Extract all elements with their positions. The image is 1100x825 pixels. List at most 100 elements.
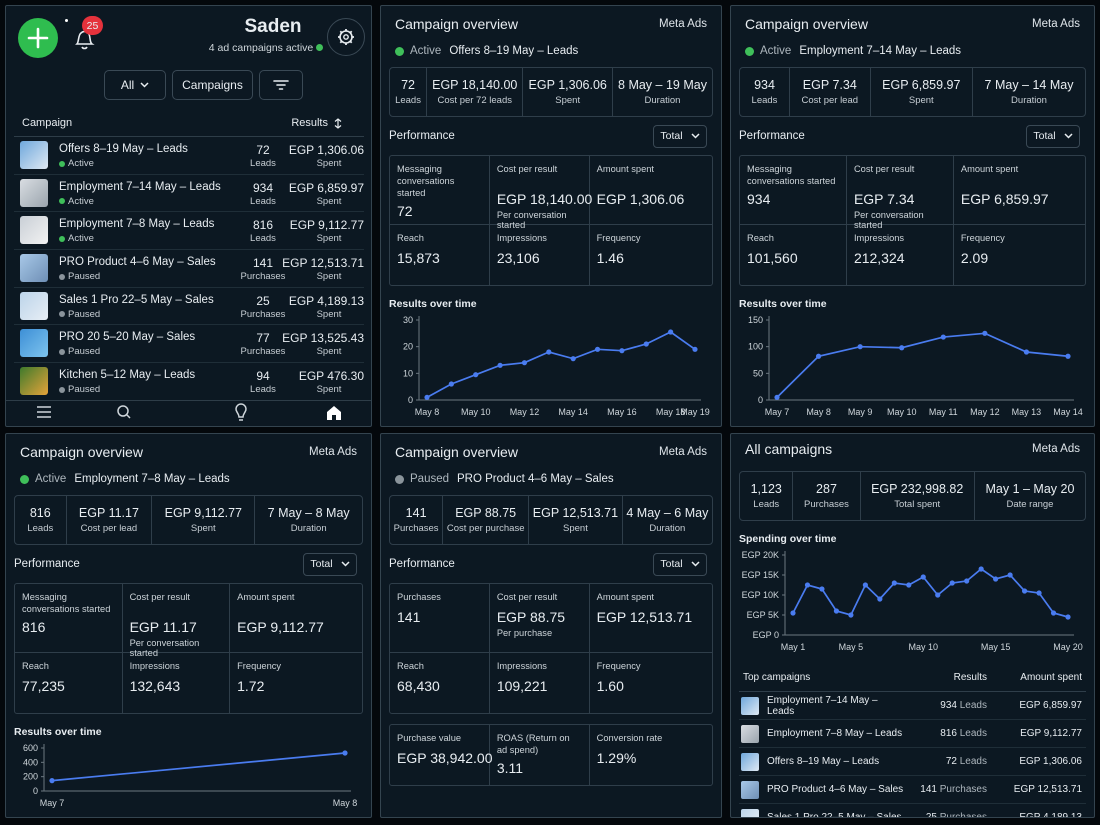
total-dropdown[interactable]: Total	[303, 552, 357, 576]
result-value: 25	[256, 293, 270, 308]
campaign-row[interactable]: Employment 7–8 May – Leads Active 816 Leads…	[14, 212, 364, 251]
summary-cell: 141 Purchases	[390, 496, 444, 544]
chevron-icon	[1064, 133, 1073, 139]
campaign-row[interactable]: PRO 20 5–20 May – Sales Paused 77 Purchases…	[14, 325, 364, 364]
search-icon[interactable]	[117, 405, 129, 417]
campaign-overview-panel: Campaign overview Meta Ads Active Employmen…	[5, 433, 372, 818]
x-tick-label: May 7	[40, 798, 65, 808]
total-dropdown[interactable]: Total	[653, 552, 707, 576]
metric-cell: Impressions 109,221	[490, 653, 590, 713]
summary-value: 816	[29, 506, 51, 520]
point	[993, 576, 999, 582]
campaign-name: Employment 7–8 May – Leads	[767, 728, 903, 739]
status-dot	[395, 46, 404, 56]
metric-value: EGP 18,140.00	[496, 191, 593, 207]
filter-all[interactable]: All	[104, 70, 166, 100]
summary-cell: EGP 12,513.71 Spent	[529, 496, 623, 544]
summary-label: Duration	[290, 523, 327, 534]
table-row[interactable]: Employment 7–14 May – Leads 934 Leads EGP …	[739, 692, 1086, 720]
metric-note: Per conversation started	[129, 638, 200, 658]
result-value: 94	[256, 369, 270, 384]
summary-label: Duration	[649, 523, 686, 534]
gear-icon	[338, 29, 354, 45]
metric-cell: Messaging conversations started 934	[740, 156, 847, 224]
point	[546, 349, 552, 355]
menu-icon[interactable]	[37, 406, 51, 418]
chart: 0 50 100 150 May 7 May 8 May 9 May 10 May 11 May …	[739, 312, 1086, 422]
metrics-grid: Messaging conversations started 934 Cost p…	[739, 155, 1086, 286]
campaign-row[interactable]: Sales 1 Pro 22–5 May – Sales Paused 25 Purc…	[14, 288, 364, 326]
metric-label: Amount spent	[237, 592, 295, 602]
campaign-row[interactable]: PRO Product 4–6 May – Sales Paused 141 Purc…	[14, 250, 364, 288]
thumbnail	[741, 780, 759, 799]
campaign-name: Sales 1 Pro 22–5 May – Sales	[59, 293, 214, 306]
insights-icon[interactable]	[235, 403, 247, 421]
campaign-overview-panel: Campaign overview Meta Ads Paused PRO Produ…	[380, 433, 722, 818]
campaign-status: Active	[59, 233, 94, 244]
x-tick-label: May 10	[887, 407, 917, 417]
table-row[interactable]: Employment 7–8 May – Leads 816 Leads EGP 9…	[739, 720, 1086, 748]
summary-label: Leads	[395, 95, 421, 106]
settings-button[interactable]	[327, 18, 365, 56]
point	[935, 592, 941, 598]
summary-label: Purchases	[804, 499, 849, 510]
x-tick-label: May 11	[929, 407, 958, 417]
campaign-row[interactable]: Kitchen 5–12 May – Leads Paused 94 Leads EGP…	[14, 363, 364, 401]
status-label: Active	[760, 45, 792, 57]
summary-label: Spent	[190, 523, 216, 534]
campaign-row[interactable]: Employment 7–14 May – Leads Active 934 Lead…	[14, 175, 364, 213]
metric-value: 15,873	[397, 250, 440, 266]
platform: Meta Ads	[309, 446, 357, 458]
point	[949, 580, 955, 586]
table-row[interactable]: Offers 8–19 May – Leads 72 Leads EGP 1,306…	[739, 748, 1086, 776]
metric-value: 23,106	[496, 250, 540, 266]
total-dropdown[interactable]: Total	[1026, 124, 1080, 148]
x-tick-label: May 9	[848, 407, 873, 417]
home-icon[interactable]	[327, 406, 341, 420]
metric-label: Impressions	[129, 661, 180, 671]
summary-label: Cost per 72 leads	[437, 95, 512, 106]
performance-title: Performance	[389, 558, 455, 570]
metric-value: 132,643	[129, 678, 181, 694]
metric-label: Frequency	[960, 233, 1005, 243]
summary-cell: 934 Leads	[740, 68, 790, 116]
filter-campaigns[interactable]: Campaigns	[172, 70, 253, 100]
campaign-rows: Offers 8–19 May – Leads Active 72 Leads EGP …	[14, 137, 364, 401]
summary-label: Spent	[908, 95, 934, 106]
metric-label: Reach	[397, 661, 424, 671]
result-cell: 25 Purchases	[907, 812, 987, 817]
metric-value: 72	[397, 203, 413, 219]
line	[51, 752, 346, 782]
result-unit: Leads	[959, 700, 987, 711]
line-chart: 0 10 20 30 May 8 May 10 May 12 May 14 May 16 May …	[403, 315, 710, 417]
chevron	[691, 133, 700, 139]
metric-cell: Reach 77,235	[15, 653, 123, 713]
platform: Meta Ads	[659, 446, 707, 458]
campaign-status-row: Active Employment 7–14 May – Leads	[739, 42, 1086, 60]
summary-value: May 1 – May 20	[985, 482, 1075, 496]
campaign-status: Active	[59, 196, 94, 207]
total-dropdown[interactable]: Total	[653, 124, 707, 148]
summary-label: Spent	[563, 523, 588, 534]
column-header[interactable]: Results	[291, 117, 342, 129]
summary-cell: 4 May – 6 May Duration	[623, 496, 712, 544]
chart-title: Spending over time	[739, 533, 837, 545]
campaign-name: PRO 20 5–20 May – Sales	[59, 331, 196, 344]
status-label: Active	[68, 195, 94, 207]
thumbnail	[741, 724, 759, 743]
table-row[interactable]: Sales 1 Pro 22–5 May – Sales 25 Purchases…	[739, 804, 1086, 817]
campaign-row[interactable]: Offers 8–19 May – Leads Active 72 Leads EGP …	[14, 137, 364, 175]
spent-value: EGP 6,859.97	[1019, 700, 1082, 711]
campaign-name: PRO Product 4–6 May – Sales	[767, 784, 904, 795]
metric-value: 101,560	[747, 250, 798, 266]
x-tick-label: May 15	[981, 642, 1011, 652]
status-dot	[745, 46, 754, 56]
table-header: Campaign Results	[14, 112, 364, 137]
chevron-icon	[691, 561, 700, 567]
chevron-icon	[341, 561, 350, 567]
filter-button[interactable]	[259, 70, 303, 100]
add-button[interactable]	[18, 18, 58, 58]
table-row[interactable]: PRO Product 4–6 May – Sales 141 Purchases…	[739, 776, 1086, 804]
metric-cell: Amount spent EGP 9,112.77	[230, 584, 362, 652]
chart-title: Results over time	[14, 726, 102, 738]
